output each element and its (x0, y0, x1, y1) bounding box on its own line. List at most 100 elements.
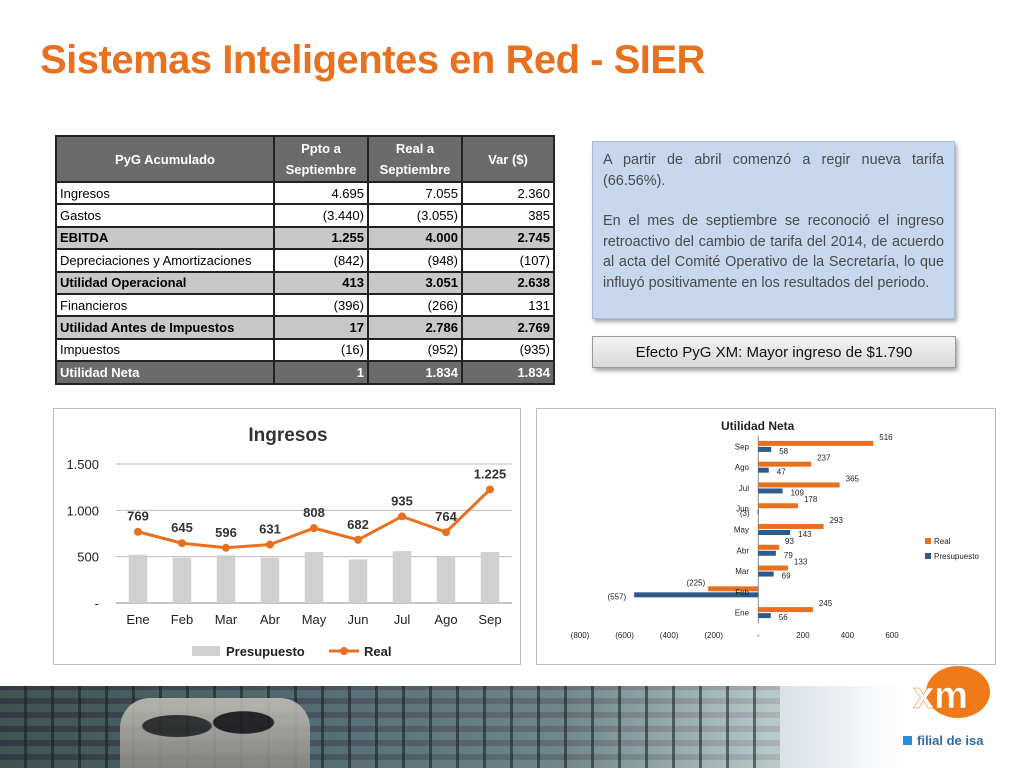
presupuesto-data-label: 79 (784, 551, 793, 560)
presupuesto-bar (436, 556, 456, 603)
isa-square-icon (903, 736, 912, 745)
presupuesto-bar (758, 488, 783, 494)
cell-real: 2.786 (367, 315, 463, 340)
legend-presupuesto-swatch (192, 646, 220, 656)
presupuesto-bar (758, 530, 791, 535)
cell-var: (107) (461, 248, 555, 273)
table-row: Gastos (3.440) (3.055) 385 (55, 203, 555, 228)
presupuesto-bar (304, 552, 324, 603)
real-bar (758, 482, 840, 488)
category-label: Abr (737, 546, 750, 555)
category-label: Sep (735, 442, 750, 451)
real-data-label: 645 (171, 520, 193, 535)
real-point (134, 527, 142, 536)
presupuesto-bar (172, 557, 192, 603)
presupuesto-data-label: 109 (791, 488, 805, 497)
real-data-label: 631 (259, 522, 281, 537)
x-tick-label: 400 (841, 631, 855, 640)
x-tick-label: 600 (885, 631, 899, 640)
x-tick-label: - (757, 631, 760, 640)
cell-real: 4.000 (367, 225, 463, 251)
ingresos-chart-title: Ingresos (248, 425, 328, 446)
y-tick-label: - (95, 596, 99, 611)
real-point (486, 485, 494, 494)
presupuesto-data-label: 47 (777, 468, 786, 477)
table-row: Utilidad Operacional 413 3.051 2.638 (55, 270, 555, 295)
header-ppto-line2: Septiembre (285, 162, 357, 177)
cell-concept: Gastos (55, 203, 275, 228)
presupuesto-bar (216, 555, 236, 603)
utilidad-neta-chart-svg: 245 (225) 133 93 293 178 365 237 516 56 (557) 69 79 1… (571, 433, 980, 640)
real-data-label: 808 (303, 505, 325, 520)
presupuesto-data-label: 56 (779, 613, 788, 622)
x-tick-label: Sep (478, 612, 501, 627)
xm-logo-text: xm (913, 675, 968, 717)
real-bar (758, 440, 874, 446)
real-data-label: 133 (794, 558, 808, 567)
presupuesto-bar (758, 613, 771, 619)
real-data-label: 293 (830, 516, 844, 525)
cell-ppto: 1 (273, 360, 369, 385)
note-paragraph-2: En el mes de septiembre se reconoció el … (603, 213, 944, 291)
legend-real-label: Real (364, 644, 391, 659)
utilidad-neta-chart-title: Utilidad Neta (721, 419, 795, 433)
header-real-line2: Septiembre (379, 162, 451, 177)
cell-concept: Financieros (55, 292, 275, 318)
presupuesto-bar (260, 557, 280, 603)
cell-ppto: 4.695 (273, 180, 369, 206)
real-bar (758, 607, 813, 613)
cell-var: 2.745 (461, 225, 555, 251)
cell-var: 1.834 (461, 360, 555, 385)
ingresos-chart-svg: - 500 1.000 1.500 769 645 596 631 808 682 935 764 1.… (66, 457, 512, 659)
cell-concept: Utilidad Antes de Impuestos (55, 315, 275, 340)
real-point (178, 539, 186, 548)
real-data-label: 1.225 (474, 466, 507, 481)
cell-real: (3.055) (367, 203, 463, 228)
real-data-label: 178 (804, 495, 818, 504)
real-data-label: (225) (686, 578, 705, 587)
presupuesto-bar (480, 552, 500, 603)
presupuesto-data-label: (3) (740, 509, 750, 518)
monitor-wall (0, 686, 780, 768)
real-data-label: 769 (127, 509, 149, 524)
cell-concept: Impuestos (55, 337, 275, 363)
table-row: Utilidad Antes de Impuestos 17 2.786 2.769 (55, 315, 555, 340)
x-tick-label: (600) (615, 631, 634, 640)
cell-var: 2.638 (461, 270, 555, 295)
cell-concept: Ingresos (55, 180, 275, 206)
cell-concept: EBITDA (55, 225, 275, 251)
cell-ppto: (842) (273, 248, 369, 273)
pyg-table: PyG Acumulado Ppto a Septiembre Real a S… (55, 135, 555, 385)
header-ppto: Ppto a Septiembre (273, 135, 369, 183)
presupuesto-bar (128, 554, 148, 603)
real-point (266, 540, 274, 549)
header-concept: PyG Acumulado (55, 135, 275, 183)
category-label: Feb (735, 588, 749, 597)
real-point (354, 535, 362, 544)
category-label: May (734, 526, 749, 535)
cell-ppto: 17 (273, 315, 369, 340)
x-tick-label: Feb (171, 612, 193, 627)
x-tick-label: Abr (260, 612, 281, 627)
table-row: Impuestos (16) (952) (935) (55, 337, 555, 363)
info-note: A partir de abril comenzó a regir nueva … (592, 141, 955, 319)
category-label: Jun (736, 505, 749, 514)
category-label: Jul (739, 484, 749, 493)
real-bar (758, 544, 780, 550)
legend-real-swatch (925, 538, 931, 544)
cell-var: (935) (461, 337, 555, 363)
presupuesto-bar (758, 571, 774, 577)
cell-concept: Depreciaciones y Amortizaciones (55, 248, 275, 273)
presupuesto-data-label: 58 (779, 447, 788, 456)
xm-logo-circle (926, 666, 990, 718)
utilidad-neta-chart: 245 (225) 133 93 293 178 365 237 516 56 (557) 69 79 1… (536, 408, 996, 665)
presupuesto-bar (758, 550, 776, 556)
table-row: Utilidad Neta 1 1.834 1.834 (55, 360, 555, 385)
isa-tagline: filial de isa (917, 733, 984, 748)
presupuesto-bar (392, 551, 412, 603)
x-tick-label: 200 (796, 631, 810, 640)
presupuesto-bar (758, 446, 772, 452)
x-tick-label: (200) (704, 631, 723, 640)
operators (120, 698, 310, 768)
cell-var: 131 (461, 292, 555, 318)
